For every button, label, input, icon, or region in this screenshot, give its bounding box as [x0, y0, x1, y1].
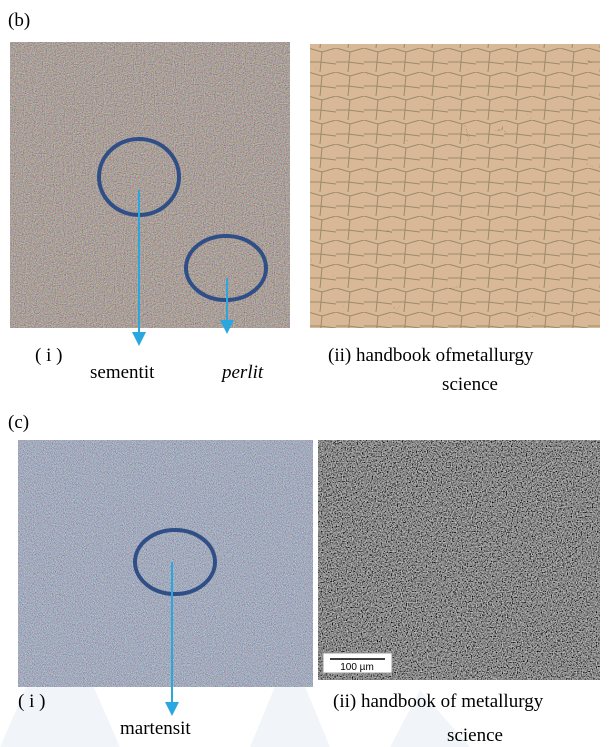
micrograph [18, 440, 313, 687]
panel-label: (c) [8, 412, 29, 433]
figure-page: (b) ( i ) sementit perlit (ii) handbook … [0, 0, 614, 747]
caption: (ii) handbook of metallurgy [333, 691, 544, 712]
caption: science [442, 374, 498, 395]
caption: (ii) handbook ofmetallurgy [328, 345, 534, 366]
panel-label: (b) [8, 10, 30, 31]
micrograph [10, 42, 290, 328]
scale-bar-label: 100 µm [340, 662, 374, 673]
caption: science [447, 725, 503, 746]
figure: (b) ( i ) sementit perlit (ii) handbook … [0, 0, 614, 747]
annotation: sementit [90, 362, 155, 383]
annotation: martensit [120, 718, 191, 739]
micrograph: 100 µm [318, 440, 600, 680]
annotation: perlit [220, 362, 264, 383]
caption: ( i ) [35, 345, 62, 366]
caption: ( i ) [18, 691, 45, 712]
micrograph [310, 44, 600, 328]
